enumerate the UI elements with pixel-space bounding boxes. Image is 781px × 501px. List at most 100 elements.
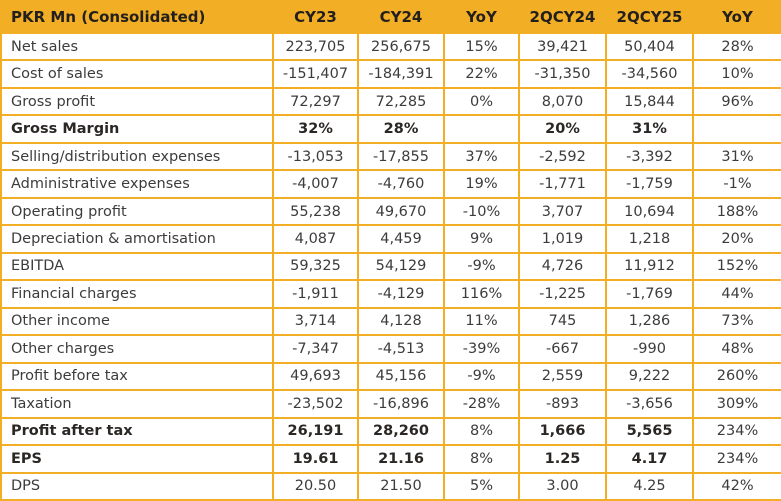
value-cell: 1,218 (605, 224, 694, 254)
value-cell: 152% (692, 251, 781, 282)
table-row: Profit before tax 49,693 45,156 -9% 2,559 9,2… (0, 361, 781, 392)
value-cell (692, 114, 781, 144)
value-cell: 28% (692, 31, 781, 62)
row-label: EPS (0, 444, 274, 474)
value-cell: 3.00 (518, 471, 607, 501)
value-cell: -34,560 (605, 59, 694, 89)
table-row: Cost of sales -151,407 -184,391 22% -31,350-… (0, 59, 781, 89)
row-label: Financial charges (0, 279, 274, 309)
table-row: DPS 20.50 21.50 5% 3.00 4.25 42% (0, 471, 781, 501)
value-cell: 3,707 (518, 196, 607, 227)
value-cell: 1,666 (518, 416, 607, 447)
header-row: PKR Mn (Consolidated) CY23 CY24 YoY 2QCY24 2Q… (0, 0, 781, 34)
value-cell: -184,391 (357, 59, 445, 89)
value-cell: 15,844 (605, 86, 694, 117)
column-header: CY23 (272, 0, 359, 34)
value-cell: 5% (443, 471, 520, 501)
value-cell: 10,694 (605, 196, 694, 227)
row-label: Depreciation & amortisation (0, 224, 274, 254)
value-cell: 9% (443, 224, 520, 254)
value-cell: 8% (443, 416, 520, 447)
value-cell: 59,325 (272, 251, 359, 282)
value-cell: -1,911 (272, 279, 359, 309)
table-title-header: PKR Mn (Consolidated) (0, 0, 274, 34)
value-cell: -2,592 (518, 141, 607, 172)
row-label: Profit before tax (0, 361, 274, 392)
value-cell: 22% (443, 59, 520, 89)
table-row: Taxation -23,502 -16,896 -28% -893 -3,656 309% (0, 389, 781, 419)
value-cell: 11,912 (605, 251, 694, 282)
value-cell: 8,070 (518, 86, 607, 117)
value-cell: 31% (605, 114, 694, 144)
value-cell: -10% (443, 196, 520, 227)
value-cell: 72,285 (357, 86, 445, 117)
value-cell: -3,392 (605, 141, 694, 172)
value-cell: 4,726 (518, 251, 607, 282)
table-row: Net sales 223,705 256,675 15% 39,421 50,404 28… (0, 31, 781, 62)
value-cell: 256,675 (357, 31, 445, 62)
row-label: Selling/distribution expenses (0, 141, 274, 172)
column-header: YoY (692, 0, 781, 34)
value-cell: 20% (518, 114, 607, 144)
table-row: Selling/distribution expenses -13,053 -17,… (0, 141, 781, 172)
value-cell: 188% (692, 196, 781, 227)
value-cell: 26,191 (272, 416, 359, 447)
value-cell: -1,769 (605, 279, 694, 309)
value-cell: 4,459 (357, 224, 445, 254)
row-label: Operating profit (0, 196, 274, 227)
value-cell: 20% (692, 224, 781, 254)
value-cell: 50,404 (605, 31, 694, 62)
table-row: Other income 3,714 4,128 11% 745 1,286 73% (0, 306, 781, 337)
value-cell: 19.61 (272, 444, 359, 474)
table-row: EPS 19.61 21.16 8% 1.25 4.17 234% (0, 444, 781, 474)
value-cell: 73% (692, 306, 781, 337)
value-cell: 3,714 (272, 306, 359, 337)
value-cell: 10% (692, 59, 781, 89)
value-cell: -1,771 (518, 169, 607, 199)
value-cell: -3,656 (605, 389, 694, 419)
value-cell (443, 114, 520, 144)
value-cell: -4,513 (357, 334, 445, 364)
value-cell: 1,019 (518, 224, 607, 254)
value-cell: 32% (272, 114, 359, 144)
value-cell: 116% (443, 279, 520, 309)
value-cell: 11% (443, 306, 520, 337)
value-cell: -9% (443, 361, 520, 392)
value-cell: -4,007 (272, 169, 359, 199)
value-cell: -17,855 (357, 141, 445, 172)
value-cell: 19% (443, 169, 520, 199)
value-cell: -39% (443, 334, 520, 364)
value-cell: 48% (692, 334, 781, 364)
table-row: Gross profit 72,297 72,285 0% 8,070 15,844 96% (0, 86, 781, 117)
value-cell: 5,565 (605, 416, 694, 447)
value-cell: 0% (443, 86, 520, 117)
value-cell: -7,347 (272, 334, 359, 364)
row-label: Other income (0, 306, 274, 337)
value-cell: 28,260 (357, 416, 445, 447)
value-cell: 234% (692, 444, 781, 474)
column-header: YoY (443, 0, 520, 34)
row-label: DPS (0, 471, 274, 501)
value-cell: 72,297 (272, 86, 359, 117)
value-cell: -1% (692, 169, 781, 199)
value-cell: 4.17 (605, 444, 694, 474)
value-cell: 1,286 (605, 306, 694, 337)
value-cell: 745 (518, 306, 607, 337)
row-label: Net sales (0, 31, 274, 62)
value-cell: 20.50 (272, 471, 359, 501)
value-cell: 49,693 (272, 361, 359, 392)
value-cell: 37% (443, 141, 520, 172)
value-cell: 4.25 (605, 471, 694, 501)
value-cell: 1.25 (518, 444, 607, 474)
value-cell: -667 (518, 334, 607, 364)
table-header: PKR Mn (Consolidated) CY23 CY24 YoY 2QCY24 2Q… (0, 0, 781, 34)
value-cell: -1,225 (518, 279, 607, 309)
column-header: CY24 (357, 0, 445, 34)
value-cell: -13,053 (272, 141, 359, 172)
table-row: Profit after tax 26,191 28,260 8% 1,666 5,565… (0, 416, 781, 447)
value-cell: 309% (692, 389, 781, 419)
column-header: 2QCY25 (605, 0, 694, 34)
column-header: 2QCY24 (518, 0, 607, 34)
